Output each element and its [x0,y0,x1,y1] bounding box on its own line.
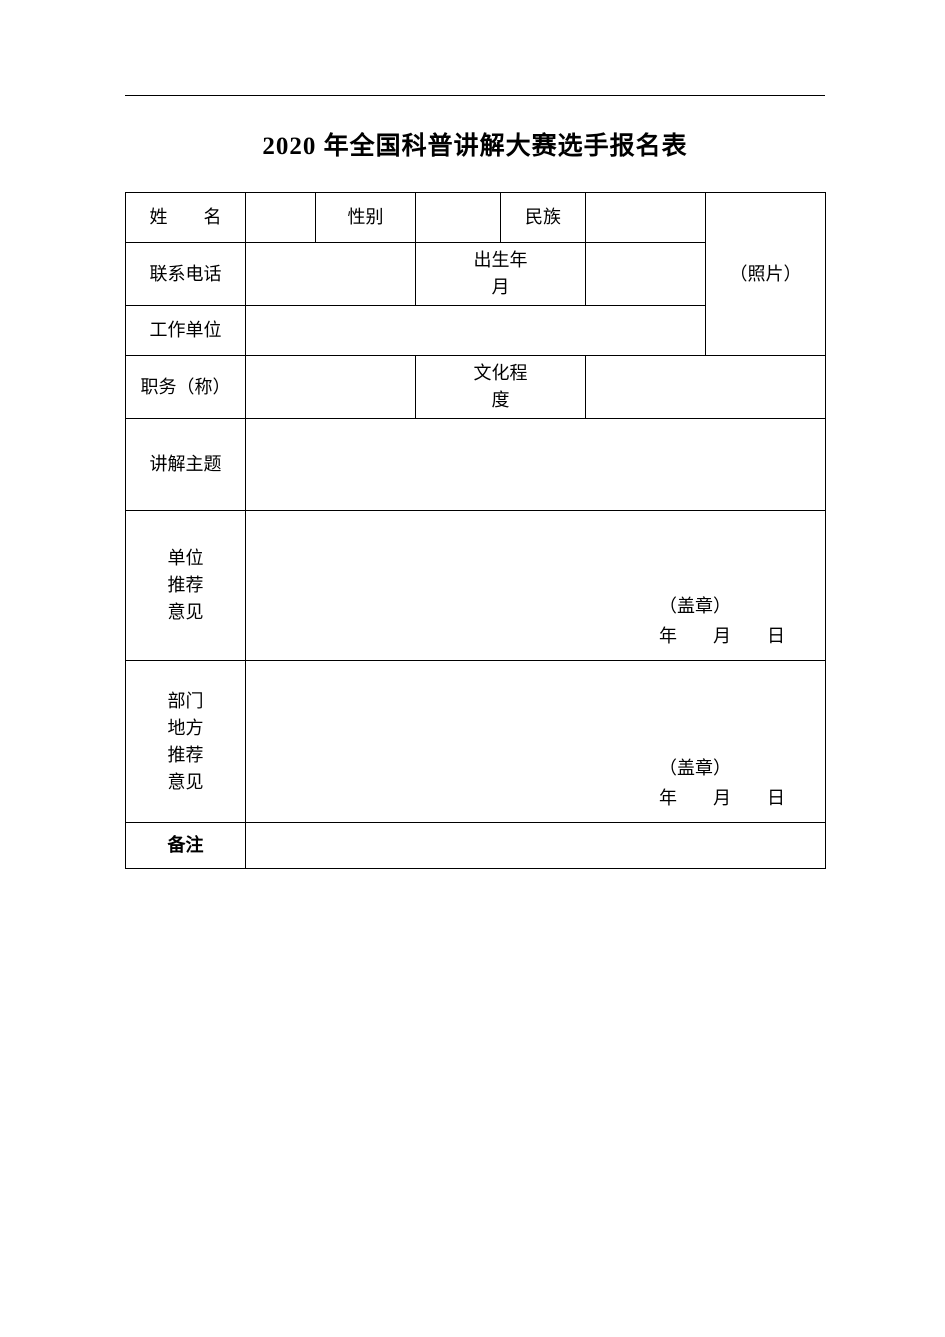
table-row: 姓 名 性别 民族 （照片） [126,193,826,243]
label-unit-recommend-text: 单位推荐意见 [168,548,204,622]
label-birth-text: 出生年月 [467,247,535,301]
label-gender: 性别 [316,193,416,243]
registration-form-table: 姓 名 性别 民族 （照片） 联系电话 出生年月 工作单位 职务（称） 文化程度 [125,192,826,869]
field-unit-recommend[interactable]: （盖章） 年 月 日 [246,511,826,661]
field-remark[interactable] [246,823,826,869]
seal-text: （盖章） [659,753,785,784]
table-row: 备注 [126,823,826,869]
label-education: 文化程度 [416,356,586,419]
field-dept-recommend[interactable]: （盖章） 年 月 日 [246,661,826,823]
table-row: 讲解主题 [126,419,826,511]
label-jobtitle: 职务（称） [126,356,246,419]
stamp-block: （盖章） 年 月 日 [659,753,785,814]
table-row: 单位推荐意见 （盖章） 年 月 日 [126,511,826,661]
label-education-text: 文化程度 [467,360,535,414]
field-phone[interactable] [246,243,416,306]
field-topic[interactable] [246,419,826,511]
label-dept-recommend: 部门地方推荐意见 [126,661,246,823]
form-title: 2020 年全国科普讲解大赛选手报名表 [125,126,825,162]
stamp-block: （盖章） 年 月 日 [659,591,785,652]
label-workunit: 工作单位 [126,306,246,356]
top-rule [125,95,825,96]
label-dept-recommend-text: 部门地方推荐意见 [168,691,204,792]
label-phone: 联系电话 [126,243,246,306]
page-container: 2020 年全国科普讲解大赛选手报名表 姓 名 性别 民族 （照片） 联系电话 [0,0,945,869]
field-name[interactable] [246,193,316,243]
seal-text: （盖章） [659,591,785,622]
photo-cell[interactable]: （照片） [706,193,826,356]
field-gender[interactable] [416,193,501,243]
label-remark: 备注 [126,823,246,869]
field-birth[interactable] [586,243,706,306]
label-topic: 讲解主题 [126,419,246,511]
table-row: 部门地方推荐意见 （盖章） 年 月 日 [126,661,826,823]
label-ethnicity: 民族 [501,193,586,243]
date-line: 年 月 日 [659,783,785,814]
label-unit-recommend: 单位推荐意见 [126,511,246,661]
field-ethnicity[interactable] [586,193,706,243]
date-line: 年 月 日 [659,621,785,652]
field-education[interactable] [586,356,826,419]
field-workunit[interactable] [246,306,706,356]
label-name: 姓 名 [126,193,246,243]
table-row: 职务（称） 文化程度 [126,356,826,419]
field-jobtitle[interactable] [246,356,416,419]
label-birth: 出生年月 [416,243,586,306]
